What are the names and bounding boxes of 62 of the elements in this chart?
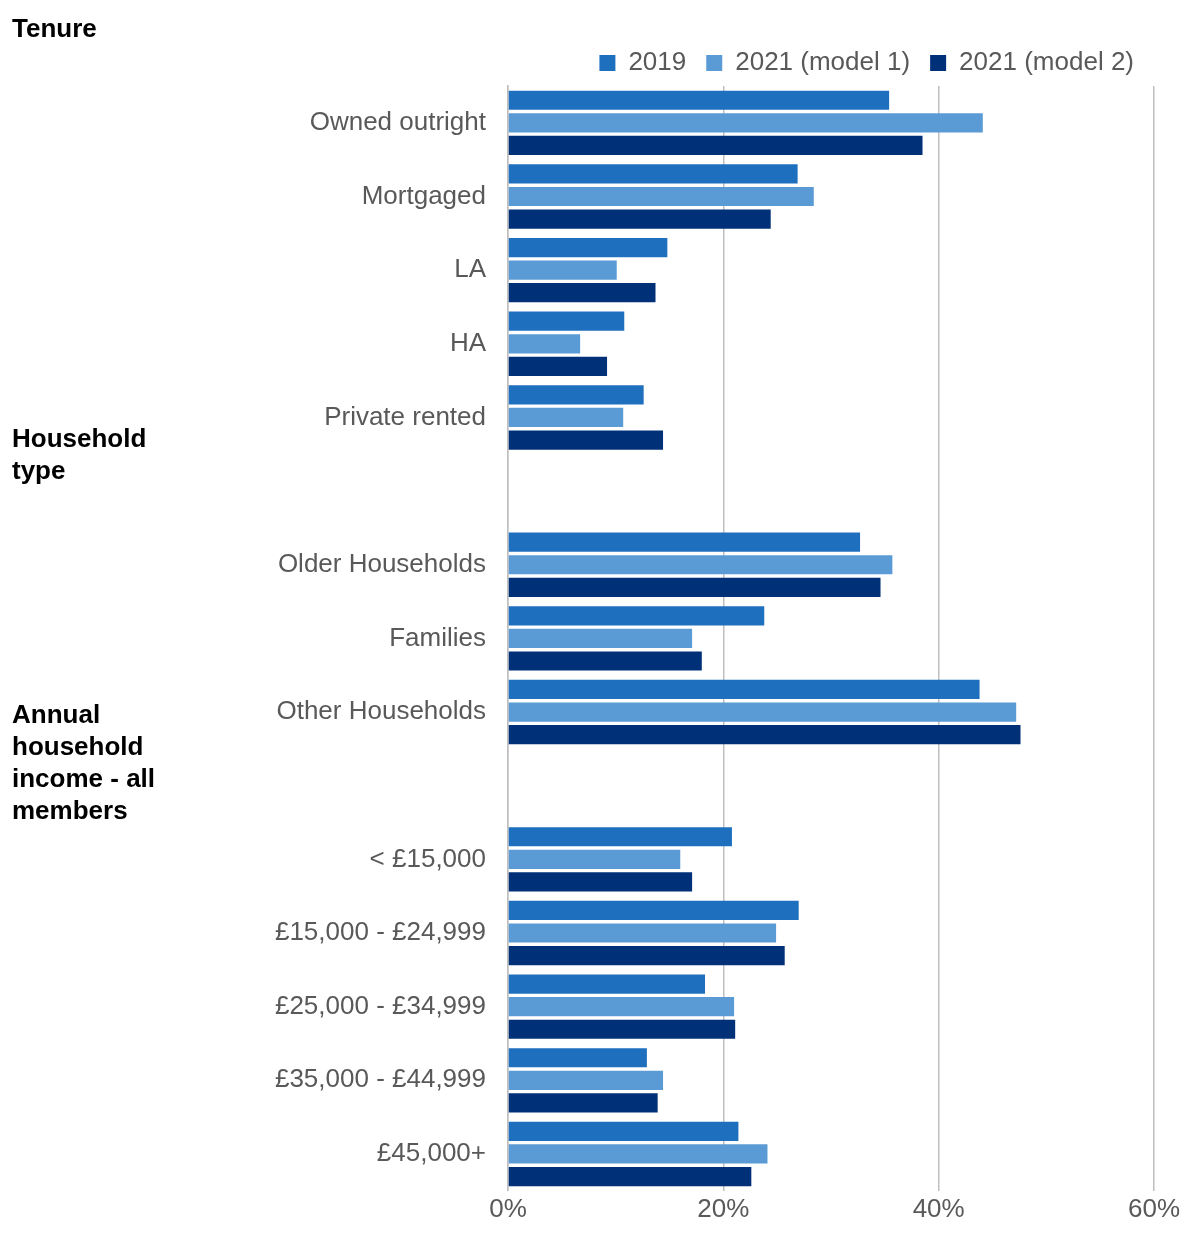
bar xyxy=(508,164,798,184)
bar xyxy=(508,679,980,700)
bar xyxy=(508,702,1017,722)
y-tick-label: £45,000+ xyxy=(376,1137,486,1168)
y-tick-label: LA xyxy=(454,253,487,284)
bar xyxy=(508,946,785,966)
legend-label: 2019 xyxy=(628,46,687,77)
bar xyxy=(508,260,617,280)
bar xyxy=(508,827,732,847)
bar xyxy=(508,577,881,597)
bar xyxy=(508,113,983,133)
bar xyxy=(508,606,765,626)
bar xyxy=(508,974,706,994)
bar xyxy=(508,334,581,354)
bar xyxy=(508,651,702,671)
bar xyxy=(508,1166,752,1187)
bar xyxy=(508,849,681,869)
x-tick-label: 0% xyxy=(489,1192,527,1223)
bar xyxy=(508,311,625,331)
y-tick-label: < £15,000 xyxy=(369,842,486,873)
bar xyxy=(508,872,693,892)
bar xyxy=(508,997,735,1017)
y-tick-label: Families xyxy=(389,621,486,652)
bar xyxy=(508,1070,664,1090)
bar xyxy=(508,1093,658,1113)
bar xyxy=(508,1048,647,1068)
legend-label: 2021 (model 1) xyxy=(735,46,911,77)
bar xyxy=(508,532,861,552)
bar xyxy=(508,1121,739,1141)
y-tick-label: Mortgaged xyxy=(361,179,486,210)
bar xyxy=(508,900,799,921)
bar xyxy=(508,725,1021,745)
text: Tenure xyxy=(12,12,98,44)
bar xyxy=(508,90,890,110)
bar xyxy=(508,385,644,405)
y-tick-label: Other Households xyxy=(276,695,486,726)
bar xyxy=(508,186,814,207)
y-tick-label: £35,000 - £44,999 xyxy=(274,1063,486,1094)
bar xyxy=(508,407,624,428)
y-tick-label: Owned outright xyxy=(309,106,487,136)
y-tick-label: Private rented xyxy=(324,400,486,431)
text: Annual household income - all members xyxy=(12,698,157,826)
bar xyxy=(508,555,893,575)
y-tick-label: £15,000 - £24,999 xyxy=(274,916,486,947)
bar xyxy=(508,283,656,303)
bar xyxy=(508,209,771,229)
y-tick-label: Older Households xyxy=(277,547,486,578)
x-tick-label: 60% xyxy=(1127,1192,1181,1223)
bar xyxy=(508,1144,768,1164)
bar xyxy=(508,628,693,648)
bar xyxy=(508,237,668,258)
x-tick-label: 20% xyxy=(697,1192,750,1223)
legend-label: 2021 (model 2) xyxy=(959,46,1135,77)
x-tick-label: 40% xyxy=(912,1192,965,1223)
bar xyxy=(508,1019,736,1039)
y-tick-label: HA xyxy=(449,326,487,357)
y-tick-label: £25,000 - £34,999 xyxy=(274,989,486,1020)
bar xyxy=(508,135,923,156)
bar xyxy=(508,923,777,943)
text: Household type xyxy=(12,422,148,486)
bar xyxy=(508,430,664,450)
bar xyxy=(508,356,608,376)
